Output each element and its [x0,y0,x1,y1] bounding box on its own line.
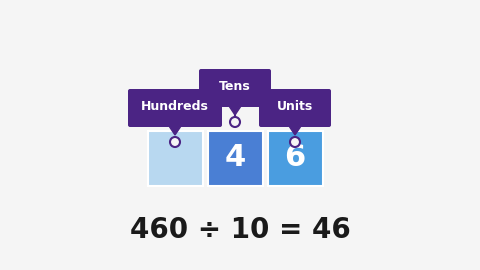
FancyBboxPatch shape [128,89,222,127]
Text: 6: 6 [284,143,306,173]
Text: Units: Units [277,100,313,113]
Polygon shape [167,123,183,135]
Circle shape [170,137,180,147]
Text: 460 ÷ 10 = 46: 460 ÷ 10 = 46 [130,216,350,244]
FancyBboxPatch shape [199,69,271,107]
FancyBboxPatch shape [207,130,263,185]
FancyBboxPatch shape [147,130,203,185]
Text: 4: 4 [224,143,246,173]
Text: Hundreds: Hundreds [141,100,209,113]
Polygon shape [287,123,303,135]
FancyBboxPatch shape [259,89,331,127]
Polygon shape [227,103,243,115]
Text: Tens: Tens [219,80,251,93]
Circle shape [290,137,300,147]
FancyBboxPatch shape [267,130,323,185]
Circle shape [230,117,240,127]
